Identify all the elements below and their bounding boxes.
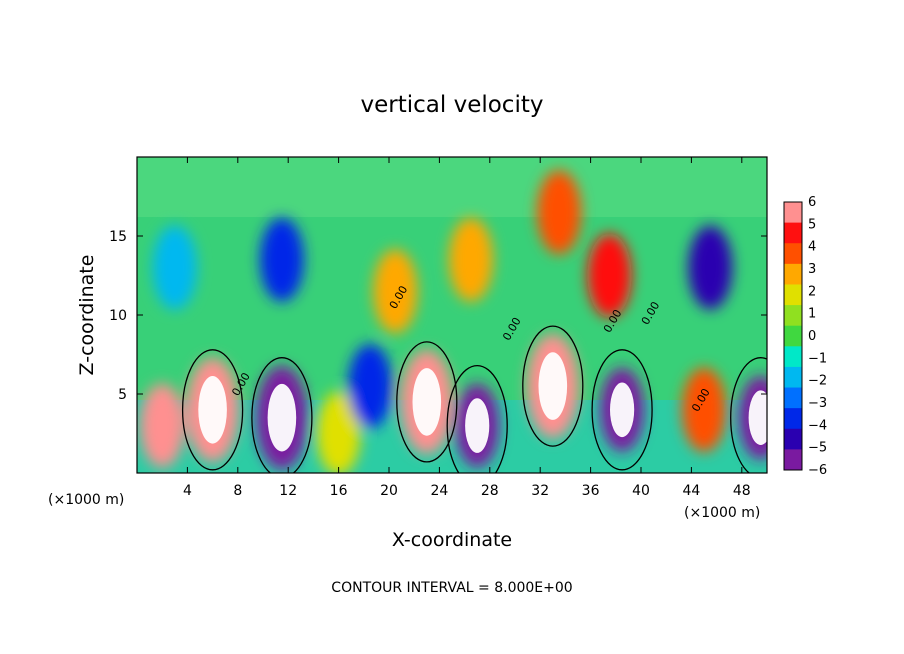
x-axis-ticks: 4 8 12 16 20 24 28 32 36 40 44 48 bbox=[183, 157, 751, 499]
colorbar-segment-9 bbox=[784, 387, 802, 409]
colorbar-segment-10 bbox=[784, 408, 802, 430]
contour-layer bbox=[181, 325, 767, 473]
colorbar-segment-7 bbox=[784, 346, 802, 368]
x-axis-label: X-coordinate bbox=[392, 529, 512, 551]
zero-contour-1 bbox=[181, 349, 244, 471]
anomaly-core-6 bbox=[465, 398, 490, 453]
x-tick-label-5: 24 bbox=[430, 483, 448, 499]
colorbar-tick-label-0: 6 bbox=[808, 195, 816, 210]
zero-contour-10 bbox=[730, 357, 767, 473]
x-tick-label-1: 8 bbox=[233, 483, 242, 499]
anomaly-16 bbox=[688, 225, 733, 310]
x-tick-label-3: 16 bbox=[330, 483, 348, 499]
colorbar-tick-label-11: −5 bbox=[808, 441, 827, 456]
y-tick-label-0: 5 bbox=[118, 387, 127, 403]
anomaly-11 bbox=[259, 217, 304, 302]
zero-contour-8 bbox=[591, 349, 653, 471]
chart-title: vertical velocity bbox=[361, 92, 544, 118]
colorbar-tick-label-7: −1 bbox=[808, 351, 827, 366]
colorbar-segment-1 bbox=[784, 222, 802, 244]
x-tick-label-8: 36 bbox=[582, 483, 600, 499]
anomaly-core-1 bbox=[198, 376, 227, 444]
x-unit-right: (×1000 m) bbox=[684, 505, 760, 521]
y-tick-label-2: 15 bbox=[109, 229, 127, 245]
anomaly-core-10 bbox=[748, 390, 767, 445]
anomaly-core-7 bbox=[538, 352, 568, 420]
anomaly-core-5 bbox=[412, 368, 442, 436]
x-tick-label-9: 40 bbox=[632, 483, 650, 499]
anomaly-13 bbox=[448, 217, 493, 302]
x-unit-left: (×1000 m) bbox=[48, 492, 124, 508]
y-axis-ticks: 5 10 15 bbox=[109, 229, 767, 403]
y-tick-label-1: 10 bbox=[109, 308, 127, 324]
colorbar-segment-6 bbox=[784, 325, 802, 347]
colorbar-tick-label-9: −3 bbox=[808, 396, 827, 411]
anomaly-3 bbox=[316, 391, 361, 473]
x-tick-label-0: 4 bbox=[183, 483, 192, 499]
colorbar: 6 5 4 3 2 1 0 −1 −2 −3 −4 −5 −6 bbox=[783, 195, 827, 478]
anomaly-4 bbox=[348, 344, 393, 429]
anomaly-12 bbox=[373, 249, 418, 334]
anomaly-9 bbox=[682, 367, 726, 452]
background-band-upper bbox=[137, 157, 767, 217]
plot-area bbox=[137, 157, 767, 473]
colorbar-segment-3 bbox=[784, 263, 802, 285]
anomaly-17 bbox=[152, 225, 197, 310]
colorbar-tick-label-3: 3 bbox=[808, 262, 816, 277]
colorbar-segment-2 bbox=[784, 243, 802, 265]
x-tick-label-10: 44 bbox=[682, 483, 700, 499]
anomaly-0 bbox=[140, 383, 185, 468]
colorbar-segment-8 bbox=[784, 366, 802, 389]
zero-contour-7 bbox=[522, 325, 584, 447]
core-layer bbox=[198, 352, 767, 453]
colorbar-frame bbox=[783, 201, 803, 471]
x-tick-label-2: 12 bbox=[279, 483, 297, 499]
colorbar-tick-label-12: −6 bbox=[808, 463, 827, 478]
colorbar-tick-label-1: 5 bbox=[808, 217, 816, 232]
colorbar-tick-label-4: 2 bbox=[808, 284, 816, 299]
colorbar-segment-12 bbox=[784, 449, 802, 471]
zero-contour-5 bbox=[396, 341, 458, 463]
y-axis-label: Z-coordinate bbox=[76, 255, 98, 376]
zero-contour-2 bbox=[251, 357, 313, 473]
anomaly-core-8 bbox=[610, 382, 635, 438]
colorbar-tick-label-2: 4 bbox=[808, 240, 816, 255]
zero-contour-6 bbox=[446, 364, 508, 473]
anomaly-core-2 bbox=[267, 383, 297, 452]
colorbar-segment-0 bbox=[784, 202, 802, 224]
colorbar-segment-11 bbox=[784, 428, 802, 450]
colorbar-tick-label-5: 1 bbox=[808, 307, 816, 322]
colorbar-tick-label-10: −4 bbox=[808, 418, 827, 433]
contour-interval-note: CONTOUR INTERVAL = 8.000E+00 bbox=[331, 580, 572, 596]
x-tick-label-7: 32 bbox=[531, 483, 549, 499]
colorbar-tick-label-6: 0 bbox=[808, 329, 816, 344]
colorbar-segment-5 bbox=[784, 305, 802, 327]
anomaly-14 bbox=[537, 170, 582, 255]
anomaly-15 bbox=[587, 233, 632, 318]
colorbar-tick-label-8: −2 bbox=[808, 374, 827, 389]
colorbar-segment-4 bbox=[784, 284, 802, 306]
x-tick-label-4: 20 bbox=[380, 483, 398, 499]
x-tick-label-11: 48 bbox=[733, 483, 751, 499]
x-tick-label-6: 28 bbox=[481, 483, 499, 499]
